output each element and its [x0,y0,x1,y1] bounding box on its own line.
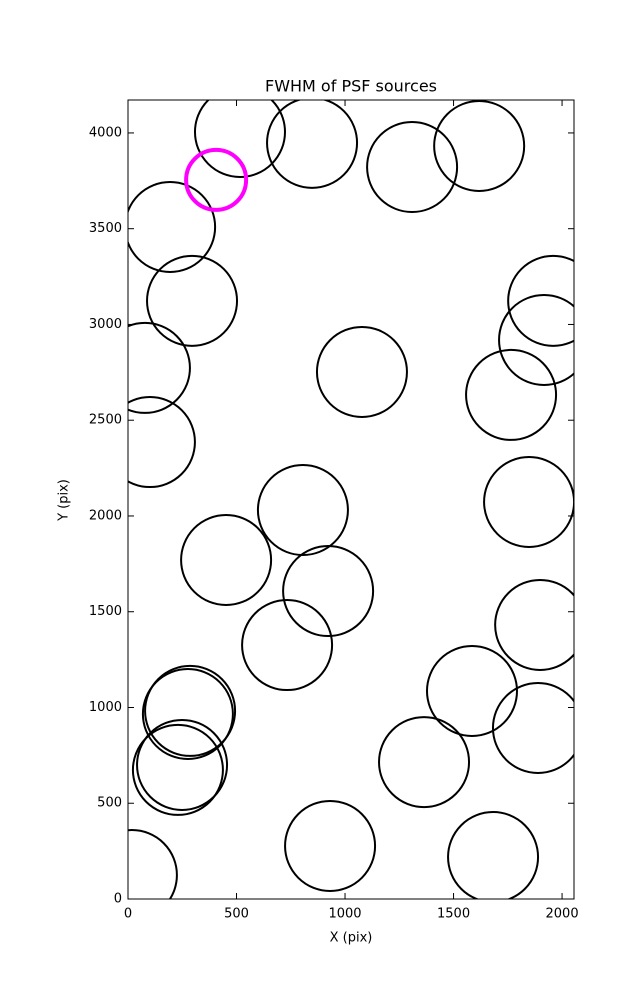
y-tick-label: 2500 [89,413,122,428]
source-circle [128,396,196,489]
axes-frame [127,99,575,900]
x-axis-label: X (pix) [330,931,373,946]
source-circle [433,100,526,192]
highlighted-source [184,147,249,212]
source-circle [498,293,574,386]
source-circle [194,100,286,178]
source-circle [447,811,540,899]
y-tick-label: 500 [97,796,122,811]
source-circle [128,180,217,273]
source-circle [465,348,558,441]
source-circle [378,716,471,809]
y-tick-label: 4000 [89,125,122,140]
source-circle [507,254,574,347]
source-circle [366,121,459,214]
y-tick-label: 2000 [89,508,122,523]
source-circle [128,829,178,899]
source-circle [144,664,237,757]
source-circle [131,723,224,816]
source-circle [282,545,375,638]
x-tick-label: 500 [224,907,249,922]
y-tick-label: 0 [114,892,122,907]
source-circle [315,325,408,418]
x-tick-label: 1500 [437,907,470,922]
source-circle [141,667,234,760]
source-circle [241,599,334,692]
source-circle [180,514,273,607]
source-circle [128,321,191,414]
y-tick-label: 3500 [89,221,122,236]
x-tick-label: 1000 [328,907,361,922]
x-tick-label: 0 [124,907,132,922]
plot-area [128,100,574,899]
y-tick-label: 1000 [89,700,122,715]
y-tick-label: 3000 [89,317,122,332]
source-circle [136,718,229,811]
source-circle [483,456,574,548]
source-circle [284,799,377,892]
source-circle [491,681,574,774]
y-tick-label: 1500 [89,604,122,619]
chart-title: FWHM of PSF sources [265,77,437,96]
source-circle [266,100,359,189]
source-circle [146,254,239,347]
source-circle [256,464,349,557]
y-axis-label: Y (pix) [57,479,72,522]
x-tick-label: 2000 [546,907,579,922]
source-circle [494,578,574,671]
source-circle [425,645,518,738]
